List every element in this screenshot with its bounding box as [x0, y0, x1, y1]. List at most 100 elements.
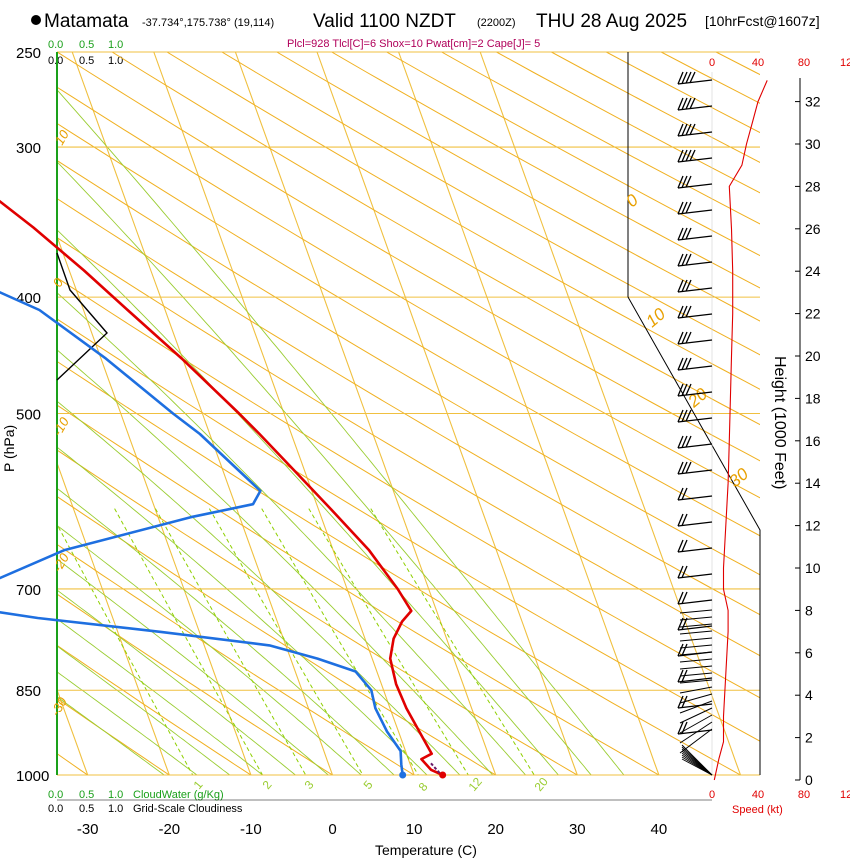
wind-barb	[679, 714, 713, 734]
cloud-water-top-tick: 0.0	[48, 39, 63, 51]
wind-barb-staff	[677, 495, 713, 501]
wind-barb	[679, 679, 713, 684]
wind-barb-feather	[685, 331, 692, 344]
temperature-profile-line	[0, 199, 444, 777]
dry-adiabat-line	[385, 52, 760, 257]
mixing-ratio-line	[57, 523, 194, 775]
height-tick-label: 28	[805, 178, 821, 194]
wind-barb-staff	[677, 625, 713, 631]
wind-barb-staff	[677, 443, 713, 449]
temperature-tick-label: -10	[240, 821, 262, 838]
isotherm-label: -30	[48, 694, 71, 718]
dry-adiabat-line	[57, 644, 252, 775]
dry-adiabat-line	[57, 277, 760, 699]
wind-barb-feather	[685, 279, 692, 292]
cloud-water-top-tick: 1.0	[108, 39, 123, 51]
wind-barb	[677, 357, 713, 371]
isotherm-line	[479, 52, 742, 775]
wind-barb-staff	[677, 469, 713, 475]
theta-label: 10	[642, 304, 669, 331]
wind-barb	[679, 644, 713, 649]
wind-barb-feather	[681, 409, 688, 422]
wind-barb	[679, 728, 713, 754]
wind-barb-feather	[681, 71, 688, 84]
station-name: Matamata	[44, 11, 129, 32]
mixing-ratio-label: 20	[532, 774, 552, 793]
dry-adiabat-line	[330, 52, 760, 289]
wind-barb-staff	[679, 693, 713, 704]
temperature-tick-label: -30	[77, 821, 99, 838]
cloudiness-profile	[56, 252, 108, 381]
speed-top-tick: 12	[840, 57, 850, 69]
wind-barb-staff	[677, 573, 713, 579]
wind-barb-feather	[685, 461, 692, 474]
wind-barb-feather	[689, 71, 696, 84]
wind-barb	[677, 175, 713, 189]
isotherm-line	[398, 52, 660, 775]
wind-barb-feather	[681, 149, 688, 162]
wind-barb	[679, 686, 713, 694]
mixing-ratio-label: 2	[260, 778, 275, 792]
wind-barb	[679, 651, 713, 656]
wind-barb-staff	[679, 679, 713, 684]
wind-barb	[677, 331, 713, 345]
wind-barb	[677, 565, 713, 579]
moist-adiabat-line	[57, 696, 165, 775]
height-tick-label: 2	[805, 730, 813, 746]
wind-barb	[679, 665, 713, 670]
wind-speed-line	[713, 80, 768, 781]
height-tick-label: 4	[805, 687, 813, 703]
parcel-path	[429, 762, 441, 774]
wind-barb-feather	[681, 227, 688, 240]
wind-barb-feather	[677, 201, 684, 215]
wind-barb-feather	[685, 409, 692, 422]
wind-barb	[677, 409, 713, 423]
dry-adiabat-line	[495, 52, 760, 194]
wind-barb-feather	[681, 539, 688, 552]
wind-barb-feather	[681, 513, 688, 526]
wind-barb-feather	[677, 487, 684, 501]
station-dot	[31, 15, 41, 25]
dry-adiabat-line	[57, 495, 497, 775]
speed-top-tick: 0	[709, 57, 715, 69]
wind-barb	[677, 513, 713, 527]
wind-barb	[677, 279, 713, 293]
speed-bottom-tick: 12	[840, 789, 850, 801]
zulu-time: (2200Z)	[477, 17, 516, 29]
wind-barb-feather	[677, 149, 684, 163]
wind-barb-feather	[677, 591, 684, 605]
speed-bottom-tick: 80	[798, 789, 810, 801]
wind-barb-feather	[689, 97, 696, 110]
wind-barb-staff	[677, 521, 713, 527]
surface-dewpoint-dot	[399, 771, 407, 779]
indices-line: Plcl=928 Tlcl[C]=6 Shox=10 Pwat[cm]=2 Ca…	[287, 38, 540, 50]
isotherm-line	[57, 234, 252, 775]
wind-barb-feather	[685, 253, 692, 266]
surface-temperature-dot	[439, 771, 447, 779]
mixing-ratio-label: 3	[302, 778, 317, 792]
wind-barb-feather	[681, 565, 688, 578]
isotherm-line	[57, 461, 170, 775]
height-tick-label: 24	[805, 263, 821, 279]
dry-adiabat-line	[57, 753, 89, 775]
wind-barb-staff	[677, 547, 713, 553]
wind-barb	[679, 609, 713, 614]
cloud-water-bottom-tick: 1.0	[108, 789, 123, 801]
height-tick-label: 32	[805, 94, 821, 110]
moist-adiabat-line	[57, 229, 559, 775]
moist-adiabat-line	[57, 524, 362, 775]
wind-barb	[677, 227, 713, 241]
mixing-ratio-line	[208, 508, 364, 775]
theta-label: 30	[725, 464, 752, 491]
wind-barb-staff	[677, 391, 713, 397]
wind-barb	[677, 383, 713, 397]
mixing-ratio-label: 5	[361, 778, 376, 792]
wind-barb-staff	[679, 609, 713, 614]
height-tick-label: 26	[805, 221, 821, 237]
mixing-ratio-line	[261, 508, 419, 775]
isotherm-line	[234, 52, 497, 775]
wind-barb-staff	[679, 630, 713, 635]
wind-barb-feather	[681, 201, 688, 214]
wind-barb-staff	[679, 672, 713, 677]
